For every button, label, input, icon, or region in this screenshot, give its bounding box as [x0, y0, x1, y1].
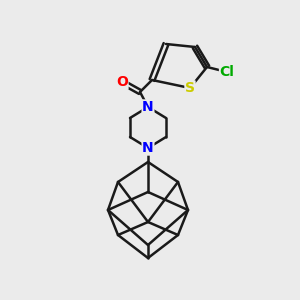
- Text: O: O: [116, 75, 128, 89]
- Text: N: N: [142, 141, 154, 155]
- Text: N: N: [142, 100, 154, 114]
- Text: Cl: Cl: [220, 65, 234, 79]
- Text: S: S: [185, 81, 195, 95]
